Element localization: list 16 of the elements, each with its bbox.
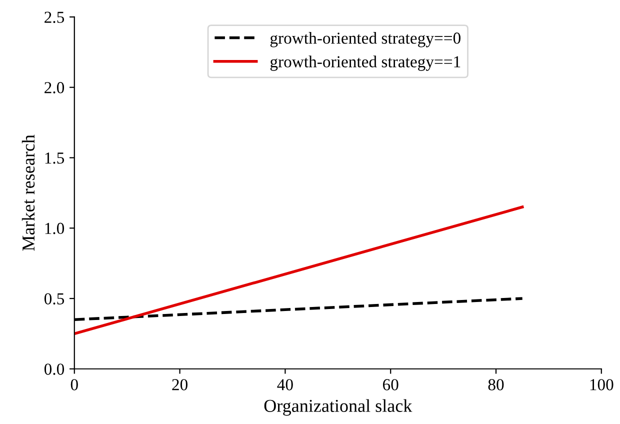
y-axis-title: Market research <box>22 134 35 251</box>
y-tick-label: 0.5 <box>44 293 64 305</box>
legend-label: growth-oriented strategy==1 <box>270 56 460 71</box>
y-tick-label: 2.5 <box>44 12 64 23</box>
y-tick-label: 2.0 <box>44 82 64 94</box>
y-tick-label: 1.0 <box>45 222 64 234</box>
x-tick-label: 60 <box>382 379 398 390</box>
x-tick-label: 40 <box>277 379 293 390</box>
legend-label: growth-oriented strategy==0 <box>270 32 460 48</box>
y-tick-label: 1.5 <box>45 152 64 164</box>
x-tick-label: 100 <box>590 379 614 390</box>
y-tick-label: 0.0 <box>44 364 64 375</box>
x-tick-label: 0 <box>70 379 78 390</box>
x-axis-title: Organizational slack <box>264 399 412 416</box>
x-tick-label: 20 <box>172 379 188 390</box>
x-tick-label: 80 <box>488 379 504 390</box>
